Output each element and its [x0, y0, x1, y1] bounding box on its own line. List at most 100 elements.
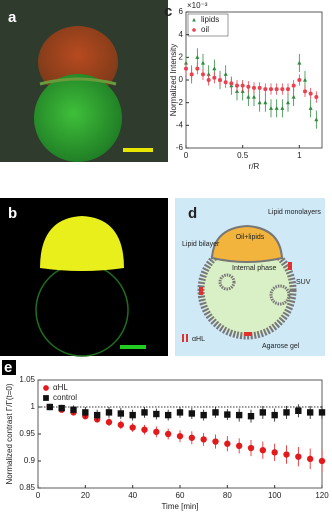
marker	[70, 406, 77, 413]
marker	[252, 94, 256, 99]
diagram-d	[175, 198, 325, 356]
marker	[153, 410, 160, 418]
marker	[286, 100, 290, 105]
x-axis-label: Time [min]	[161, 502, 198, 511]
marker	[263, 87, 268, 92]
legend-marker	[192, 28, 196, 32]
marker	[164, 430, 172, 438]
diagram-label: Lipid monolayers	[268, 209, 321, 216]
marker	[129, 411, 136, 419]
y-tick-label: 1	[31, 402, 36, 411]
y-tick-label: 0.85	[19, 483, 35, 492]
marker	[93, 411, 101, 419]
y-multiplier: ×10⁻³	[187, 1, 208, 10]
marker	[141, 426, 148, 433]
label-box	[2, 360, 16, 375]
y-tick-label: 2	[179, 52, 184, 61]
marker	[235, 442, 243, 450]
micrograph-b	[0, 198, 168, 357]
marker	[280, 105, 285, 110]
marker	[314, 95, 319, 99]
marker	[306, 455, 314, 463]
x-tick-label: 80	[223, 491, 232, 500]
diagram-label: Oil+lipids	[236, 234, 265, 241]
y-tick-label: -4	[176, 120, 184, 129]
marker	[58, 404, 65, 412]
marker	[229, 81, 234, 86]
marker	[164, 411, 172, 419]
marker	[184, 60, 188, 65]
marker	[252, 85, 256, 90]
marker	[271, 449, 278, 456]
legend-marker	[192, 17, 196, 22]
marker	[286, 87, 290, 92]
micrograph-a	[0, 0, 168, 162]
legend-label: lipids	[201, 15, 219, 24]
marker	[189, 72, 194, 77]
marker	[176, 432, 184, 440]
panel-label: d	[188, 205, 197, 222]
y-axis-label: Normalized contrast Γ/Γ(t=0)	[5, 383, 14, 484]
marker	[223, 80, 228, 85]
marker	[297, 60, 302, 65]
panel-label: b	[8, 205, 17, 222]
marker	[129, 424, 136, 431]
marker	[176, 409, 184, 416]
marker	[259, 447, 267, 454]
marker	[46, 403, 54, 411]
y-tick-label: 6	[179, 7, 184, 16]
x-tick-label: 20	[81, 491, 90, 500]
diagram-label: Agarose gel	[262, 343, 300, 350]
y-tick-label: -2	[176, 98, 184, 107]
diagram-label: αHL	[192, 336, 205, 343]
marker	[257, 85, 262, 90]
marker	[117, 421, 125, 429]
marker	[235, 411, 243, 419]
marker	[141, 409, 148, 416]
marker	[295, 407, 302, 414]
legend-box	[187, 13, 229, 37]
marker	[297, 78, 302, 82]
marker	[105, 409, 113, 416]
marker	[274, 87, 279, 92]
marker	[263, 100, 268, 105]
marker	[82, 409, 89, 416]
marker	[291, 83, 296, 88]
marker	[283, 409, 290, 416]
y-tick-label: 0.9	[24, 456, 36, 465]
marker	[318, 409, 326, 416]
marker	[224, 440, 231, 447]
marker	[218, 78, 222, 82]
marker	[291, 94, 296, 99]
panel-label: c	[164, 3, 172, 20]
x-tick-label: 0	[36, 491, 41, 500]
marker	[200, 436, 207, 443]
marker	[206, 71, 211, 76]
marker	[188, 410, 196, 417]
marker	[295, 453, 302, 460]
marker	[184, 66, 188, 71]
marker	[201, 60, 205, 65]
legend-marker	[43, 395, 49, 401]
marker	[206, 78, 211, 82]
marker	[212, 438, 219, 445]
marker	[212, 75, 217, 80]
x-tick-label: 120	[315, 491, 329, 500]
marker	[212, 66, 217, 71]
marker	[247, 412, 255, 420]
marker	[271, 411, 278, 419]
marker	[201, 72, 205, 77]
x-tick-label: 100	[268, 491, 282, 500]
x-tick-label: 40	[128, 491, 137, 500]
marker	[195, 66, 200, 71]
marker	[246, 94, 251, 99]
y-axis-label: Normalized Intensity	[169, 44, 178, 116]
marker	[188, 434, 196, 441]
marker	[314, 117, 319, 122]
diagram-label: Internal phase	[232, 265, 276, 272]
diagram-label: SUV	[296, 279, 311, 286]
x-tick-label: 0	[184, 151, 189, 160]
marker	[318, 457, 326, 465]
marker	[246, 84, 251, 89]
